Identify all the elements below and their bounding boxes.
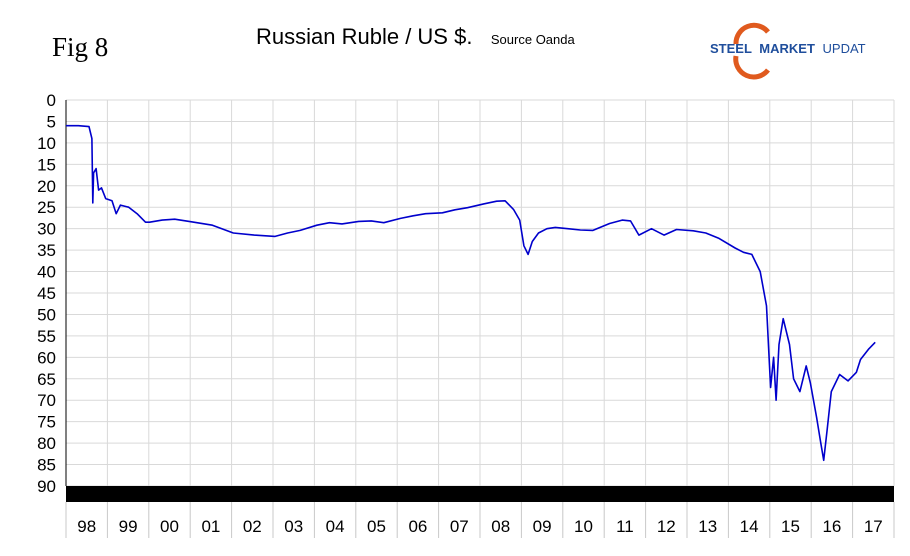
y-tick-label: 65: [37, 370, 56, 389]
x-axis-band: [66, 486, 894, 502]
svg-text:STEEL MARKET UPDATE: STEEL MARKET UPDATE: [710, 41, 866, 56]
x-tick-label: 10: [574, 517, 593, 536]
logo-arc-top: [733, 22, 770, 45]
x-tick-label: 14: [740, 517, 759, 536]
x-tick-label: 04: [326, 517, 345, 536]
y-tick-label: 0: [47, 91, 56, 110]
x-tick-label: 07: [450, 517, 469, 536]
x-axis: 98 99 00 01 02 03 04 05 06 07 08 09 10 11 12 13 14 15 16 17: [65, 486, 895, 538]
chart-title: Russian Ruble / US $.: [256, 24, 473, 49]
y-tick-label: 90: [37, 477, 56, 496]
y-tick-label: 45: [37, 284, 56, 303]
logo-text-market: MARKET: [759, 41, 815, 56]
y-tick-label: 75: [37, 413, 56, 432]
x-tick-label: 08: [491, 517, 510, 536]
x-tick-label: 09: [533, 517, 552, 536]
x-tick-label: 05: [367, 517, 386, 536]
x-tick-label: 17: [864, 517, 883, 536]
y-axis: 0 5 10 15 20 25 30 35 40 45 50 55 60 65 70 75 80 85 90: [37, 91, 67, 496]
logo-text-update: UPDATE: [823, 41, 866, 56]
y-tick-label: 35: [37, 241, 56, 260]
x-tick-label: 02: [243, 517, 262, 536]
plot-area: [66, 124, 876, 462]
x-tick-label: 12: [657, 517, 676, 536]
x-tick-label: 06: [408, 517, 427, 536]
y-tick-label: 30: [37, 220, 56, 239]
y-tick-label: 10: [37, 134, 56, 153]
chart-header: Russian Ruble / US $. Source Oanda: [256, 24, 575, 50]
x-tick-label: 13: [698, 517, 717, 536]
y-tick-label: 80: [37, 434, 56, 453]
x-tick-label: 00: [160, 517, 179, 536]
chart-subtitle: Source Oanda: [490, 32, 575, 47]
logo-arc-bottom: [733, 55, 770, 80]
x-tick-label: 15: [781, 517, 800, 536]
y-tick-label: 60: [37, 348, 56, 367]
y-tick-label: 55: [37, 327, 56, 346]
y-tick-label: 25: [37, 198, 56, 217]
x-tick-label: 03: [284, 517, 303, 536]
x-tick-label: 11: [616, 517, 634, 536]
chart-grid: [65, 99, 895, 487]
y-tick-label: 70: [37, 391, 56, 410]
figure-label: Fig 8: [52, 32, 109, 62]
x-tick-label: 99: [119, 517, 138, 536]
y-tick-label: 15: [37, 155, 56, 174]
logo-text-steel: STEEL: [710, 41, 752, 56]
series-line-ruble-usd: [66, 124, 876, 462]
y-tick-label: 50: [37, 305, 56, 324]
x-tick-label: 01: [201, 517, 220, 536]
y-tick-label: 85: [37, 456, 56, 475]
x-tick-label: 98: [77, 517, 96, 536]
y-tick-label: 20: [37, 177, 56, 196]
y-tick-label: 5: [47, 112, 56, 131]
steel-market-update-logo: STEEL MARKET UPDATE: [710, 22, 866, 80]
x-tick-label: 16: [822, 517, 841, 536]
y-tick-label: 40: [37, 263, 56, 282]
